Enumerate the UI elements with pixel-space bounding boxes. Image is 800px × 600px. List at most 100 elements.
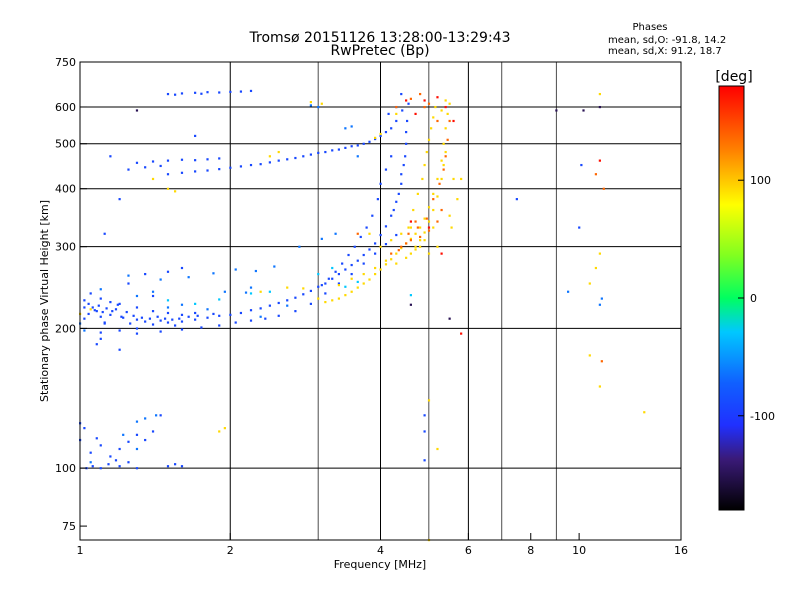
data-point-s0-188: [327, 277, 330, 280]
data-point-s5-9: [440, 252, 443, 255]
data-point-s5-5: [409, 220, 412, 223]
data-point-s0-123: [206, 91, 209, 94]
data-point-s0-133: [107, 463, 110, 466]
legend-line-x: mean, sd,X: 91.2, 18.7: [608, 46, 722, 57]
colorbar-ticks: 100 0 -100: [738, 174, 775, 423]
colorbar-tick-label-0: 100: [750, 174, 771, 187]
data-point-s0-198: [127, 282, 130, 285]
data-point-s0-29: [309, 289, 312, 293]
data-point-s1-16: [135, 420, 139, 423]
data-point-s0-173: [404, 155, 407, 158]
data-point-s0-54: [118, 302, 121, 305]
x-tick-label-1: 1: [77, 544, 84, 557]
data-point-s3-51: [350, 277, 353, 280]
data-point-s3-1: [324, 300, 327, 304]
data-point-s0-78: [384, 243, 388, 246]
data-point-s0-187: [334, 270, 337, 273]
data-point-s3-60: [259, 290, 262, 293]
data-point-s0-106: [374, 137, 377, 141]
data-point-s0-156: [111, 310, 114, 313]
data-point-s0-205: [423, 430, 426, 433]
data-point-s0-166: [178, 317, 181, 320]
data-point-s0-174: [405, 130, 408, 134]
data-point-s4-16: [419, 92, 422, 96]
data-point-s0-155: [105, 307, 108, 310]
data-point-s3-43: [421, 177, 424, 181]
data-point-s0-148: [95, 437, 98, 440]
data-point-s0-68: [249, 319, 253, 322]
data-point-s3-21: [432, 192, 435, 196]
data-point-s1-15: [144, 417, 147, 420]
data-point-s0-43: [395, 200, 398, 203]
data-point-s0-110: [135, 161, 139, 164]
data-point-s0-147: [151, 430, 155, 433]
data-point-s0-168: [196, 314, 199, 317]
data-point-s3-79: [456, 198, 459, 201]
data-point-s4-0: [400, 245, 403, 248]
data-point-s4-8: [432, 198, 435, 201]
data-point-s6-2: [448, 317, 451, 320]
data-point-s4-25: [602, 187, 605, 190]
data-point-s0-203: [103, 232, 106, 235]
data-point-s0-9: [129, 322, 132, 325]
data-point-s0-83: [206, 169, 209, 172]
data-point-s3-62: [302, 287, 305, 290]
data-point-s0-57: [166, 311, 170, 315]
data-point-s0-48: [407, 102, 410, 105]
data-point-s0-144: [127, 440, 130, 443]
data-point-s1-26: [350, 125, 353, 128]
data-point-s0-1: [87, 312, 90, 316]
data-point-s3-54: [384, 259, 388, 262]
data-point-s0-169: [212, 312, 215, 316]
data-point-s0-113: [180, 158, 184, 161]
data-point-s2-8: [218, 298, 221, 301]
data-point-s3-7: [362, 282, 365, 285]
data-point-s0-98: [356, 144, 359, 147]
data-point-s1-33: [99, 288, 102, 291]
data-point-s0-82: [194, 170, 197, 173]
data-point-s1-12: [135, 447, 139, 451]
data-point-s0-41: [384, 225, 388, 228]
data-point-s3-89: [643, 411, 646, 414]
data-point-s0-8: [122, 316, 125, 319]
data-point-s1-29: [600, 297, 603, 300]
data-point-s3-3: [337, 297, 341, 300]
data-point-s0-150: [83, 306, 86, 309]
data-point-s3-13: [395, 252, 398, 255]
data-point-s3-64: [374, 136, 377, 139]
data-point-s0-25: [277, 301, 280, 305]
data-point-s3-73: [218, 430, 221, 433]
x-tick-label-16: 16: [674, 544, 688, 557]
data-point-s3-47: [430, 127, 433, 130]
data-point-s0-22: [249, 309, 253, 312]
data-point-s3-48: [432, 116, 435, 119]
data-point-s0-105: [362, 142, 365, 145]
data-point-s2-4: [249, 292, 253, 295]
data-point-s0-26: [286, 299, 289, 302]
data-point-s3-96: [409, 226, 412, 229]
x-axis-ticks: 1 2 4 6 8 10 16: [77, 533, 688, 557]
data-point-s0-186: [341, 262, 344, 265]
data-point-s0-210: [159, 414, 162, 417]
data-point-s0-191: [99, 337, 102, 340]
data-point-s0-200: [194, 134, 197, 138]
data-point-s0-67: [234, 321, 237, 324]
data-point-s0-126: [239, 90, 243, 93]
data-point-s3-35: [432, 208, 435, 212]
data-point-s0-171: [397, 192, 400, 196]
data-point-s3-85: [598, 252, 601, 255]
data-point-s0-47: [405, 119, 409, 123]
data-point-s0-96: [331, 149, 334, 152]
data-point-s0-201: [109, 155, 112, 158]
data-point-s0-34: [344, 268, 347, 271]
data-point-s3-17: [414, 232, 417, 235]
data-point-s3-38: [442, 163, 445, 167]
data-point-s3-74: [223, 427, 226, 430]
data-point-s1-22: [206, 308, 209, 311]
data-point-s5-2: [436, 96, 439, 99]
data-point-s0-30: [317, 285, 320, 288]
data-point-s0-27: [294, 296, 297, 299]
data-point-s1-2: [187, 276, 190, 279]
data-point-s0-63: [159, 330, 162, 333]
data-point-s3-50: [337, 284, 341, 287]
